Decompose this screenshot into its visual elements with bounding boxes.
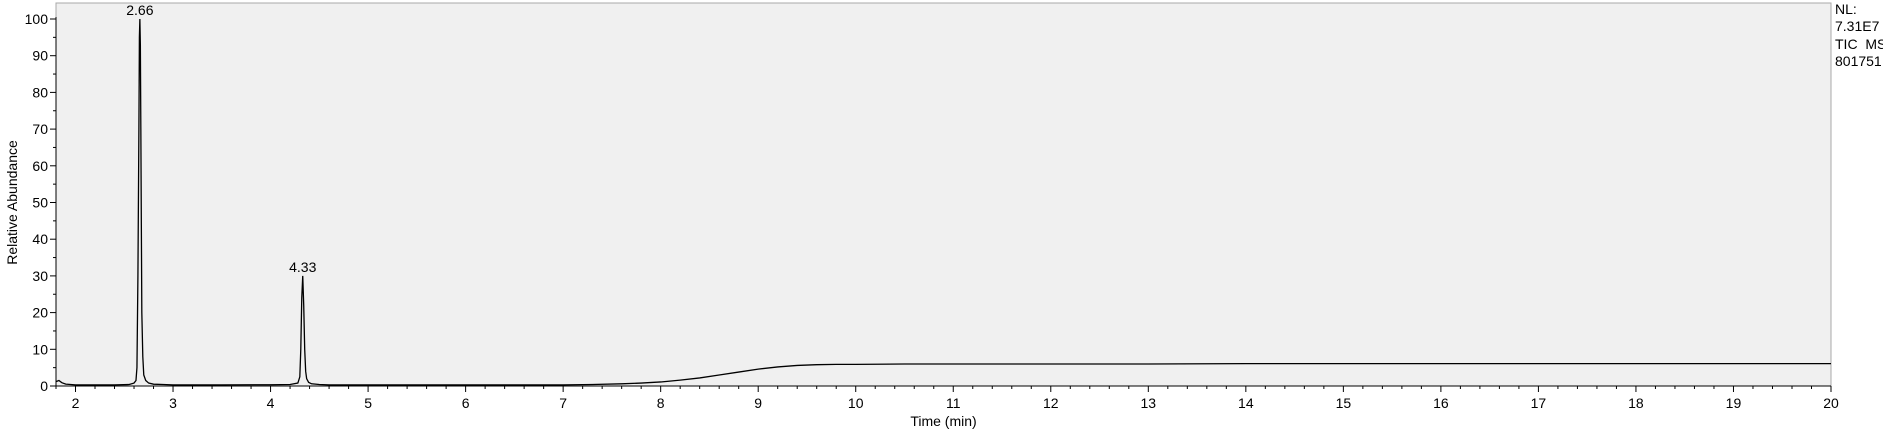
y-tick-label: 60 <box>32 158 48 174</box>
sample-id: 801751 <box>1835 53 1882 69</box>
y-axis-ticks: 0 10 20 30 40 50 60 70 80 90 100 <box>25 11 56 394</box>
peak-labels: 2.66 4.33 <box>126 2 316 275</box>
x-tick-label: 8 <box>657 395 665 411</box>
x-tick-label: 18 <box>1628 395 1644 411</box>
y-axis-title: Relative Abundance <box>4 140 20 265</box>
x-tick-label: 3 <box>169 395 177 411</box>
plot-area <box>55 2 1832 387</box>
y-tick-label: 10 <box>32 341 48 357</box>
x-tick-label: 14 <box>1238 395 1254 411</box>
y-tick-label: 80 <box>32 84 48 100</box>
x-tick-label: 19 <box>1726 395 1742 411</box>
y-tick-label: 30 <box>32 268 48 284</box>
x-tick-label: 20 <box>1823 395 1839 411</box>
x-tick-label: 9 <box>754 395 762 411</box>
x-tick-label: 13 <box>1141 395 1157 411</box>
x-tick-label: 17 <box>1531 395 1547 411</box>
detector-label: TIC MS <box>1835 36 1883 52</box>
x-axis-ticks: 2 3 4 5 6 7 8 9 10 11 12 13 14 15 16 17 18 19 20 <box>55 386 1839 411</box>
y-tick-label: 0 <box>40 378 48 394</box>
y-tick-label: 20 <box>32 305 48 321</box>
x-axis-title: Time (min) <box>910 413 976 429</box>
nl-value: 7.31E7 <box>1835 18 1880 34</box>
y-tick-label: 100 <box>25 11 49 27</box>
y-tick-label: 90 <box>32 48 48 64</box>
y-tick-label: 40 <box>32 231 48 247</box>
x-tick-label: 5 <box>364 395 372 411</box>
y-tick-label: 50 <box>32 195 48 211</box>
x-tick-label: 7 <box>559 395 567 411</box>
tic-trace-line <box>55 18 1831 386</box>
x-tick-label: 2 <box>72 395 80 411</box>
x-tick-label: 6 <box>462 395 470 411</box>
y-tick-label: 70 <box>32 121 48 137</box>
x-tick-label: 4 <box>267 395 275 411</box>
x-tick-label: 15 <box>1336 395 1352 411</box>
x-tick-label: 10 <box>848 395 864 411</box>
x-tick-label: 16 <box>1433 395 1449 411</box>
x-tick-label: 11 <box>946 395 961 411</box>
peak-label: 4.33 <box>289 259 316 275</box>
nl-label: NL: <box>1835 1 1857 17</box>
peak-label: 2.66 <box>126 2 153 18</box>
x-tick-label: 12 <box>1043 395 1059 411</box>
